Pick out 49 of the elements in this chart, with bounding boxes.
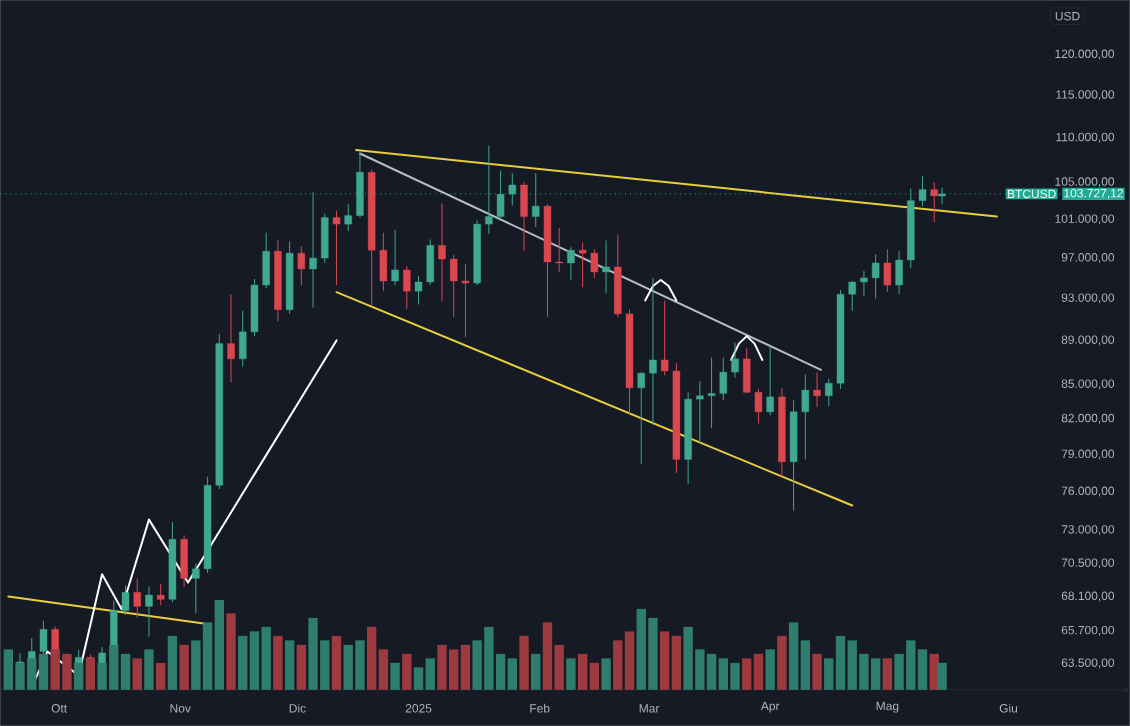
candlestick	[156, 583, 165, 606]
bar	[531, 653, 541, 690]
bar	[777, 635, 787, 690]
candlestick	[145, 586, 153, 638]
candlestick	[883, 248, 892, 293]
candlestick	[309, 191, 317, 309]
bar	[179, 644, 189, 690]
bar	[519, 635, 529, 690]
candlestick	[895, 250, 903, 295]
candlestick	[438, 202, 446, 302]
candlestick	[403, 265, 411, 310]
candlestick	[508, 172, 517, 206]
bar	[226, 613, 236, 690]
candlestick	[332, 210, 341, 286]
candlestick	[938, 187, 946, 205]
candlestick	[930, 181, 938, 223]
candlestick	[567, 246, 575, 281]
candlestick	[344, 203, 352, 232]
candlestick	[520, 181, 528, 252]
candlestick	[602, 239, 610, 294]
bar	[402, 653, 412, 690]
candlestick	[637, 371, 645, 465]
candlestick	[133, 577, 141, 619]
bar	[167, 635, 178, 690]
bar	[882, 658, 893, 690]
candlestick	[391, 229, 399, 286]
candlestick	[356, 152, 364, 218]
bar	[601, 658, 611, 690]
candlestick	[532, 172, 540, 228]
bar	[132, 658, 142, 690]
bar	[296, 644, 307, 690]
candlestick	[731, 341, 739, 379]
candlestick	[180, 534, 188, 588]
bar	[331, 635, 342, 690]
candlestick	[766, 345, 774, 416]
bar	[273, 635, 283, 690]
bar	[812, 653, 822, 690]
bar	[144, 649, 154, 690]
candlestick	[813, 371, 821, 408]
bar	[566, 658, 576, 690]
bar	[284, 640, 295, 690]
bar	[156, 662, 166, 690]
candlestick	[649, 277, 657, 426]
candlestick	[227, 293, 235, 383]
bar	[937, 662, 947, 690]
candlestick	[297, 245, 306, 286]
bar	[390, 662, 400, 690]
candlestick	[321, 213, 329, 264]
bar	[765, 649, 775, 690]
